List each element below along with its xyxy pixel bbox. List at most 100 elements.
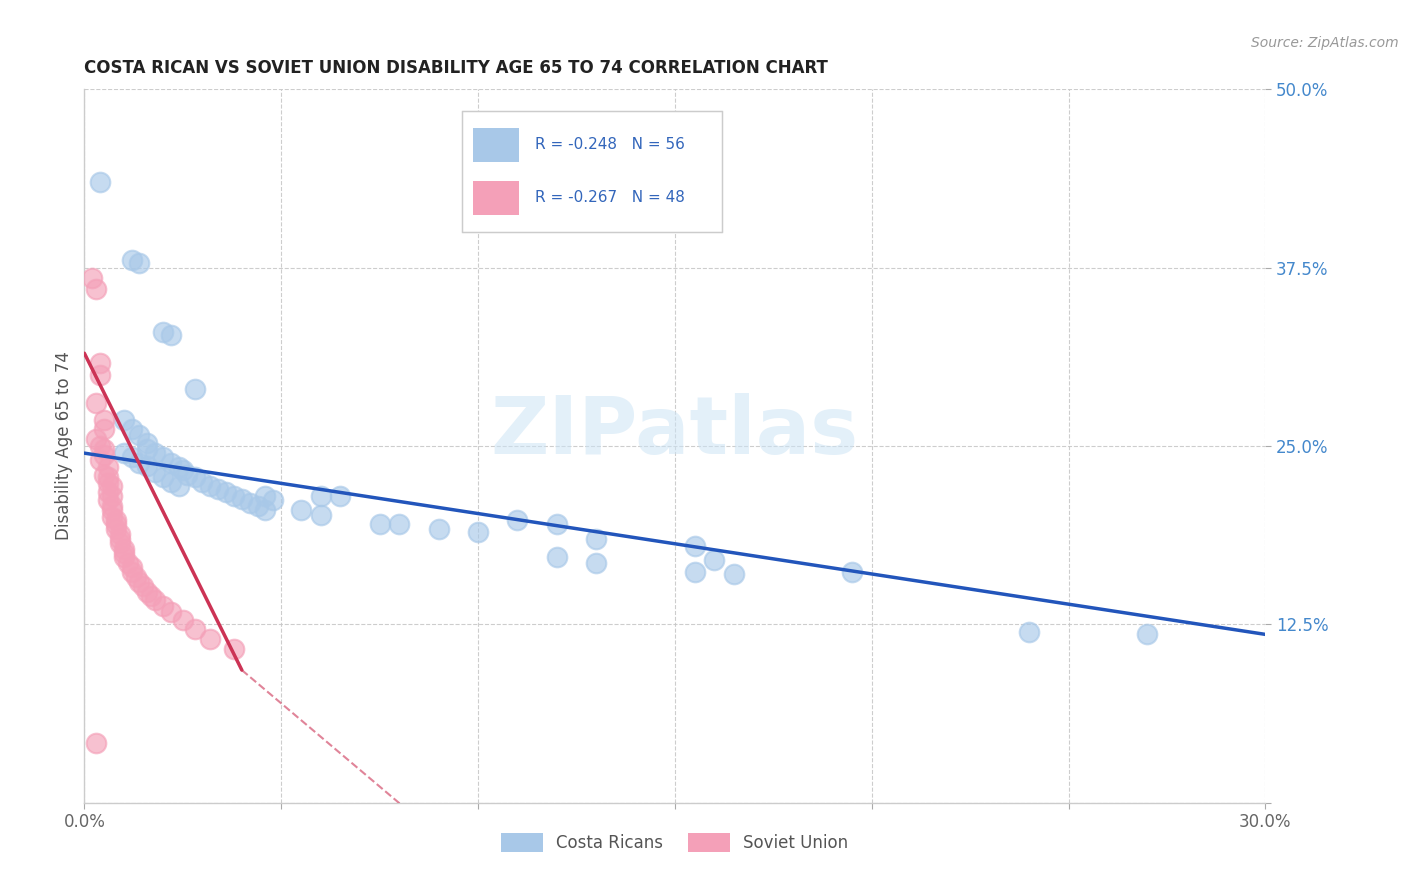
Point	[183, 622, 205, 636]
Point	[101, 510, 124, 524]
Point	[309, 489, 332, 503]
Point	[207, 482, 229, 496]
Point	[246, 499, 269, 513]
Point	[200, 479, 222, 493]
Point	[89, 453, 111, 467]
Point	[108, 532, 131, 546]
Point	[160, 456, 183, 470]
Point	[683, 565, 706, 579]
Point	[89, 368, 111, 382]
Y-axis label: Disability Age 65 to 74: Disability Age 65 to 74	[55, 351, 73, 541]
Point	[121, 422, 143, 436]
Point	[215, 484, 238, 499]
Point	[97, 476, 120, 491]
Point	[89, 439, 111, 453]
Point	[152, 470, 174, 484]
Legend: Costa Ricans, Soviet Union: Costa Ricans, Soviet Union	[495, 826, 855, 859]
Point	[101, 499, 124, 513]
Point	[172, 463, 194, 477]
Point	[841, 565, 863, 579]
Point	[93, 422, 115, 436]
Point	[723, 567, 745, 582]
Point	[160, 475, 183, 489]
Point	[136, 458, 159, 473]
Point	[112, 446, 135, 460]
Point	[152, 325, 174, 339]
Point	[546, 550, 568, 565]
Point	[136, 584, 159, 599]
Point	[84, 396, 107, 410]
Point	[84, 282, 107, 296]
Point	[117, 556, 139, 570]
Point	[183, 470, 205, 484]
Point	[368, 517, 391, 532]
Point	[121, 253, 143, 268]
Point	[93, 448, 115, 462]
Point	[176, 467, 198, 482]
Point	[89, 356, 111, 370]
Text: ZIPatlas: ZIPatlas	[491, 392, 859, 471]
Point	[1136, 627, 1159, 641]
Point	[254, 489, 277, 503]
Point	[388, 517, 411, 532]
Point	[703, 553, 725, 567]
Point	[132, 579, 155, 593]
Point	[93, 467, 115, 482]
Point	[329, 489, 352, 503]
Point	[309, 508, 332, 522]
Point	[93, 442, 115, 456]
Point	[1018, 624, 1040, 639]
Point	[136, 442, 159, 456]
Point	[152, 450, 174, 465]
Point	[101, 479, 124, 493]
Point	[152, 599, 174, 613]
Point	[112, 413, 135, 427]
Text: Source: ZipAtlas.com: Source: ZipAtlas.com	[1251, 36, 1399, 50]
Point	[683, 539, 706, 553]
Point	[141, 589, 163, 603]
Point	[108, 527, 131, 541]
Point	[104, 513, 127, 527]
Point	[97, 460, 120, 475]
Point	[128, 456, 150, 470]
Point	[104, 517, 127, 532]
Point	[121, 450, 143, 465]
Point	[104, 522, 127, 536]
Point	[167, 460, 190, 475]
Point	[124, 570, 146, 584]
Point	[128, 256, 150, 270]
Point	[585, 532, 607, 546]
Point	[222, 641, 245, 656]
Text: COSTA RICAN VS SOVIET UNION DISABILITY AGE 65 TO 74 CORRELATION CHART: COSTA RICAN VS SOVIET UNION DISABILITY A…	[84, 59, 828, 77]
Point	[239, 496, 262, 510]
Point	[136, 436, 159, 450]
Point	[143, 446, 166, 460]
Point	[143, 465, 166, 479]
Point	[101, 503, 124, 517]
Point	[97, 470, 120, 484]
Point	[467, 524, 489, 539]
Point	[262, 493, 284, 508]
Point	[172, 613, 194, 627]
Point	[112, 550, 135, 565]
Point	[82, 270, 104, 285]
Point	[101, 489, 124, 503]
Point	[160, 327, 183, 342]
Point	[143, 593, 166, 607]
Point	[585, 556, 607, 570]
Point	[231, 491, 253, 506]
Point	[427, 522, 450, 536]
Point	[112, 546, 135, 560]
Point	[112, 541, 135, 556]
Point	[121, 560, 143, 574]
Point	[108, 536, 131, 550]
Point	[97, 493, 120, 508]
Point	[89, 175, 111, 189]
Point	[128, 574, 150, 589]
Point	[200, 632, 222, 646]
Point	[97, 484, 120, 499]
Point	[254, 503, 277, 517]
Point	[546, 517, 568, 532]
Point	[183, 382, 205, 396]
Point	[121, 565, 143, 579]
